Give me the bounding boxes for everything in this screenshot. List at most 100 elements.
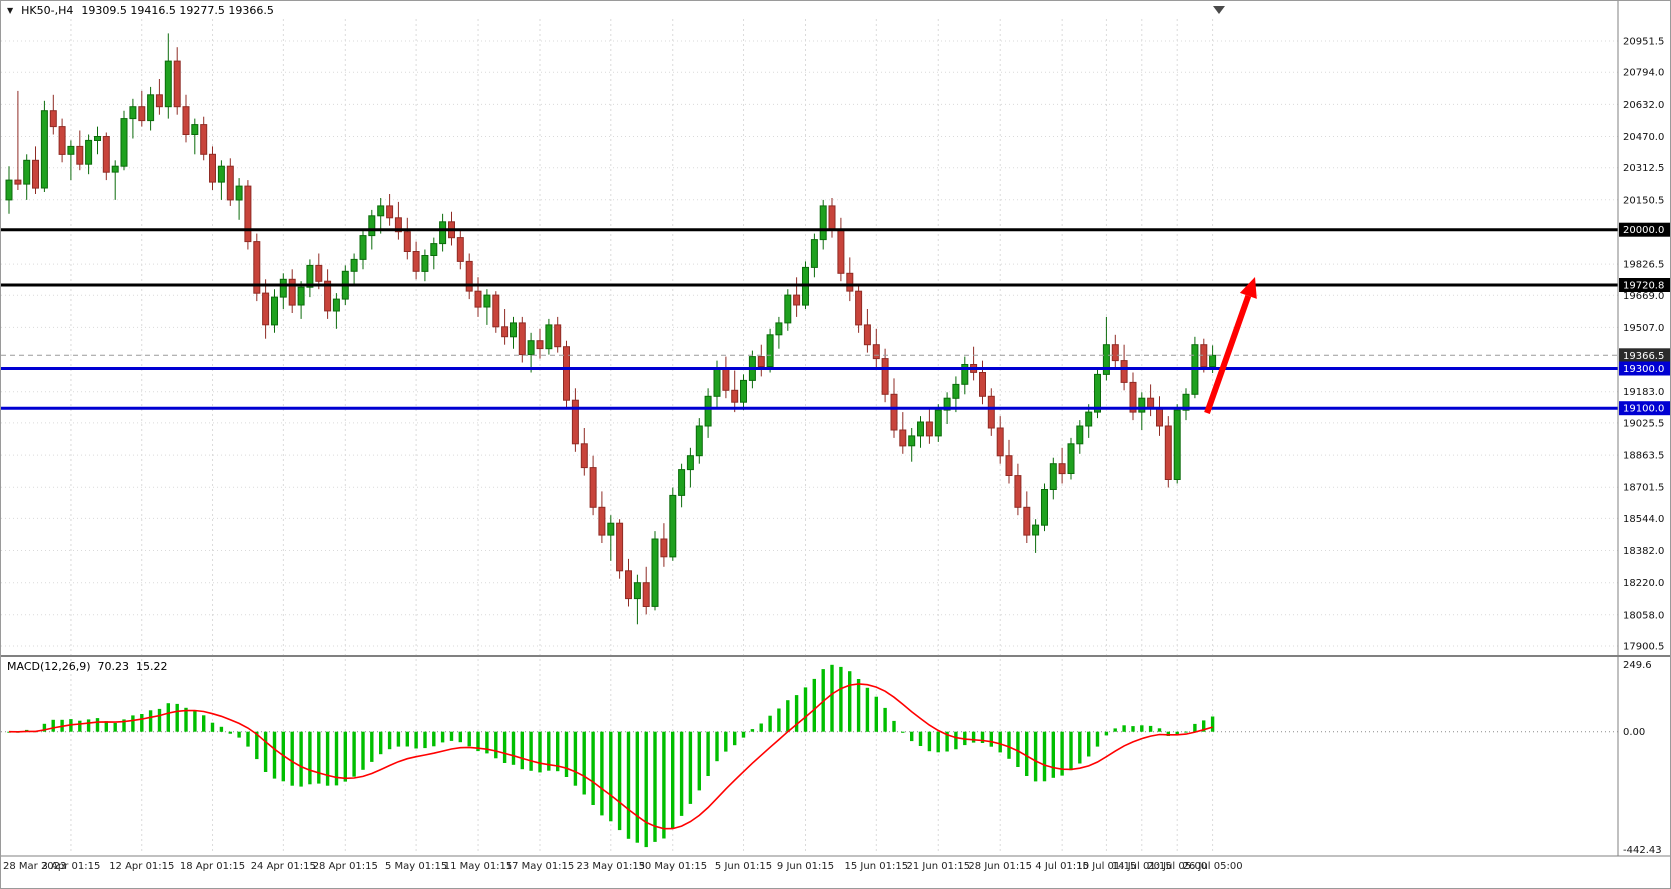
candle-body: [1120, 360, 1128, 383]
macd-signal-value: 15.22: [136, 660, 168, 673]
candle-body: [740, 379, 747, 403]
candle-body: [350, 258, 358, 272]
macd-histogram-bar: [237, 731, 241, 738]
macd-histogram-bar: [794, 695, 799, 732]
macd-histogram-bar: [511, 731, 516, 765]
candle-body: [279, 278, 287, 298]
macd-histogram-bar: [343, 731, 347, 782]
candle-body: [1173, 409, 1181, 481]
candle-body: [642, 582, 650, 608]
candle-body: [846, 272, 854, 292]
macd-histogram-bar: [644, 731, 648, 848]
macd-histogram-bar: [86, 719, 91, 732]
time-axis-label: 28 Apr 01:15: [313, 861, 378, 872]
macd-histogram-bar: [361, 731, 365, 770]
trend-arrow-head[interactable]: [1239, 277, 1257, 299]
macd-histogram-bar: [883, 707, 887, 732]
time-axis-label: 30 May 01:15: [639, 861, 708, 872]
time-axis-label: 12 Apr 01:15: [109, 861, 174, 872]
candle-body: [1156, 407, 1163, 427]
candle-body: [996, 427, 1004, 457]
candle-body: [49, 110, 57, 128]
candle-body: [784, 294, 792, 324]
candle-body: [23, 159, 31, 185]
collapse-triangle-icon[interactable]: ▼: [7, 5, 14, 15]
macd-axis-label: 249.6: [1623, 660, 1652, 671]
candle-body: [704, 395, 712, 427]
candle-body: [881, 358, 889, 395]
time-axis-label: 24 Apr 01:15: [251, 861, 316, 872]
macd-histogram-bar: [573, 731, 578, 786]
time-axis-label: 26 Jul 05:00: [1183, 861, 1243, 872]
macd-histogram-bar: [556, 731, 560, 772]
macd-histogram-bar: [741, 731, 746, 738]
macd-histogram-bar: [370, 731, 374, 762]
candle-body: [1209, 354, 1217, 368]
chart-title-overlay: ▼ HK50-,H4 19309.5 19416.5 19277.5 19366…: [7, 4, 274, 17]
macd-histogram-bar: [193, 710, 197, 732]
candle-body: [554, 324, 562, 348]
time-axis-label: 11 May 01:15: [444, 861, 513, 872]
candle-body: [510, 322, 517, 338]
macd-histogram-bar: [759, 723, 763, 732]
macd-indicator-label: MACD(12,26,9) 70.23 15.22: [7, 660, 168, 673]
candle-body: [226, 165, 234, 201]
candle-body: [412, 251, 420, 272]
price-tag: [1619, 222, 1670, 237]
price-axis-label: 20150.5: [1623, 195, 1664, 206]
candle-body: [1049, 463, 1057, 491]
macd-histogram-bar: [1210, 716, 1215, 732]
macd-histogram-bar: [777, 708, 781, 732]
macd-histogram-bar: [1095, 731, 1100, 747]
macd-histogram-bar: [458, 731, 462, 743]
macd-histogram-bar: [1078, 731, 1082, 764]
macd-histogram-bar: [1051, 731, 1055, 778]
candle-body: [987, 395, 995, 429]
candle-body: [633, 582, 641, 600]
candle-body: [359, 235, 367, 260]
macd-histogram-bar: [697, 731, 701, 791]
macd-histogram-bar: [1042, 731, 1047, 782]
macd-histogram-bar: [856, 679, 861, 732]
macd-histogram-bar: [980, 731, 985, 743]
macd-histogram-bar: [1060, 731, 1064, 776]
candle-body: [855, 290, 863, 326]
macd-histogram-bar: [95, 718, 100, 732]
candle-body: [943, 397, 951, 411]
candle-body: [111, 165, 119, 173]
candle-body: [306, 264, 314, 288]
price-axis-label: 19507.0: [1623, 323, 1664, 334]
candle-body: [332, 298, 340, 312]
trend-arrow-line[interactable]: [1204, 294, 1252, 414]
macd-histogram-bar: [635, 731, 639, 843]
candle-body: [120, 118, 128, 167]
time-axis-label: 14 Jul 01:15: [1112, 861, 1172, 872]
candle-body: [580, 443, 588, 469]
macd-histogram-bar: [210, 722, 215, 732]
candle-body: [483, 294, 491, 308]
macd-histogram-bar: [263, 731, 268, 772]
time-axis-label: 5 Jun 01:15: [715, 861, 772, 872]
macd-histogram-bar: [848, 671, 852, 732]
macd-histogram-bar: [228, 731, 232, 734]
macd-name: MACD(12,26,9): [7, 660, 91, 673]
candle-body: [1111, 344, 1119, 362]
candle-body: [94, 136, 101, 141]
macd-axis-label: 0.00: [1623, 727, 1645, 738]
candle-body: [1014, 475, 1022, 508]
candle-body: [527, 340, 535, 356]
macd-histogram-bar: [148, 710, 153, 732]
candle-body: [598, 506, 606, 536]
candle-body: [819, 205, 827, 241]
candle-body: [545, 324, 553, 350]
candle-body: [253, 241, 261, 294]
candle-body: [32, 159, 39, 189]
candle-body: [492, 294, 500, 328]
macd-histogram-bar: [166, 703, 170, 732]
macd-histogram-bar: [520, 731, 524, 770]
price-axis-label: 18863.5: [1623, 451, 1664, 462]
macd-histogram-bar: [998, 731, 1002, 753]
candle-body: [536, 340, 544, 350]
